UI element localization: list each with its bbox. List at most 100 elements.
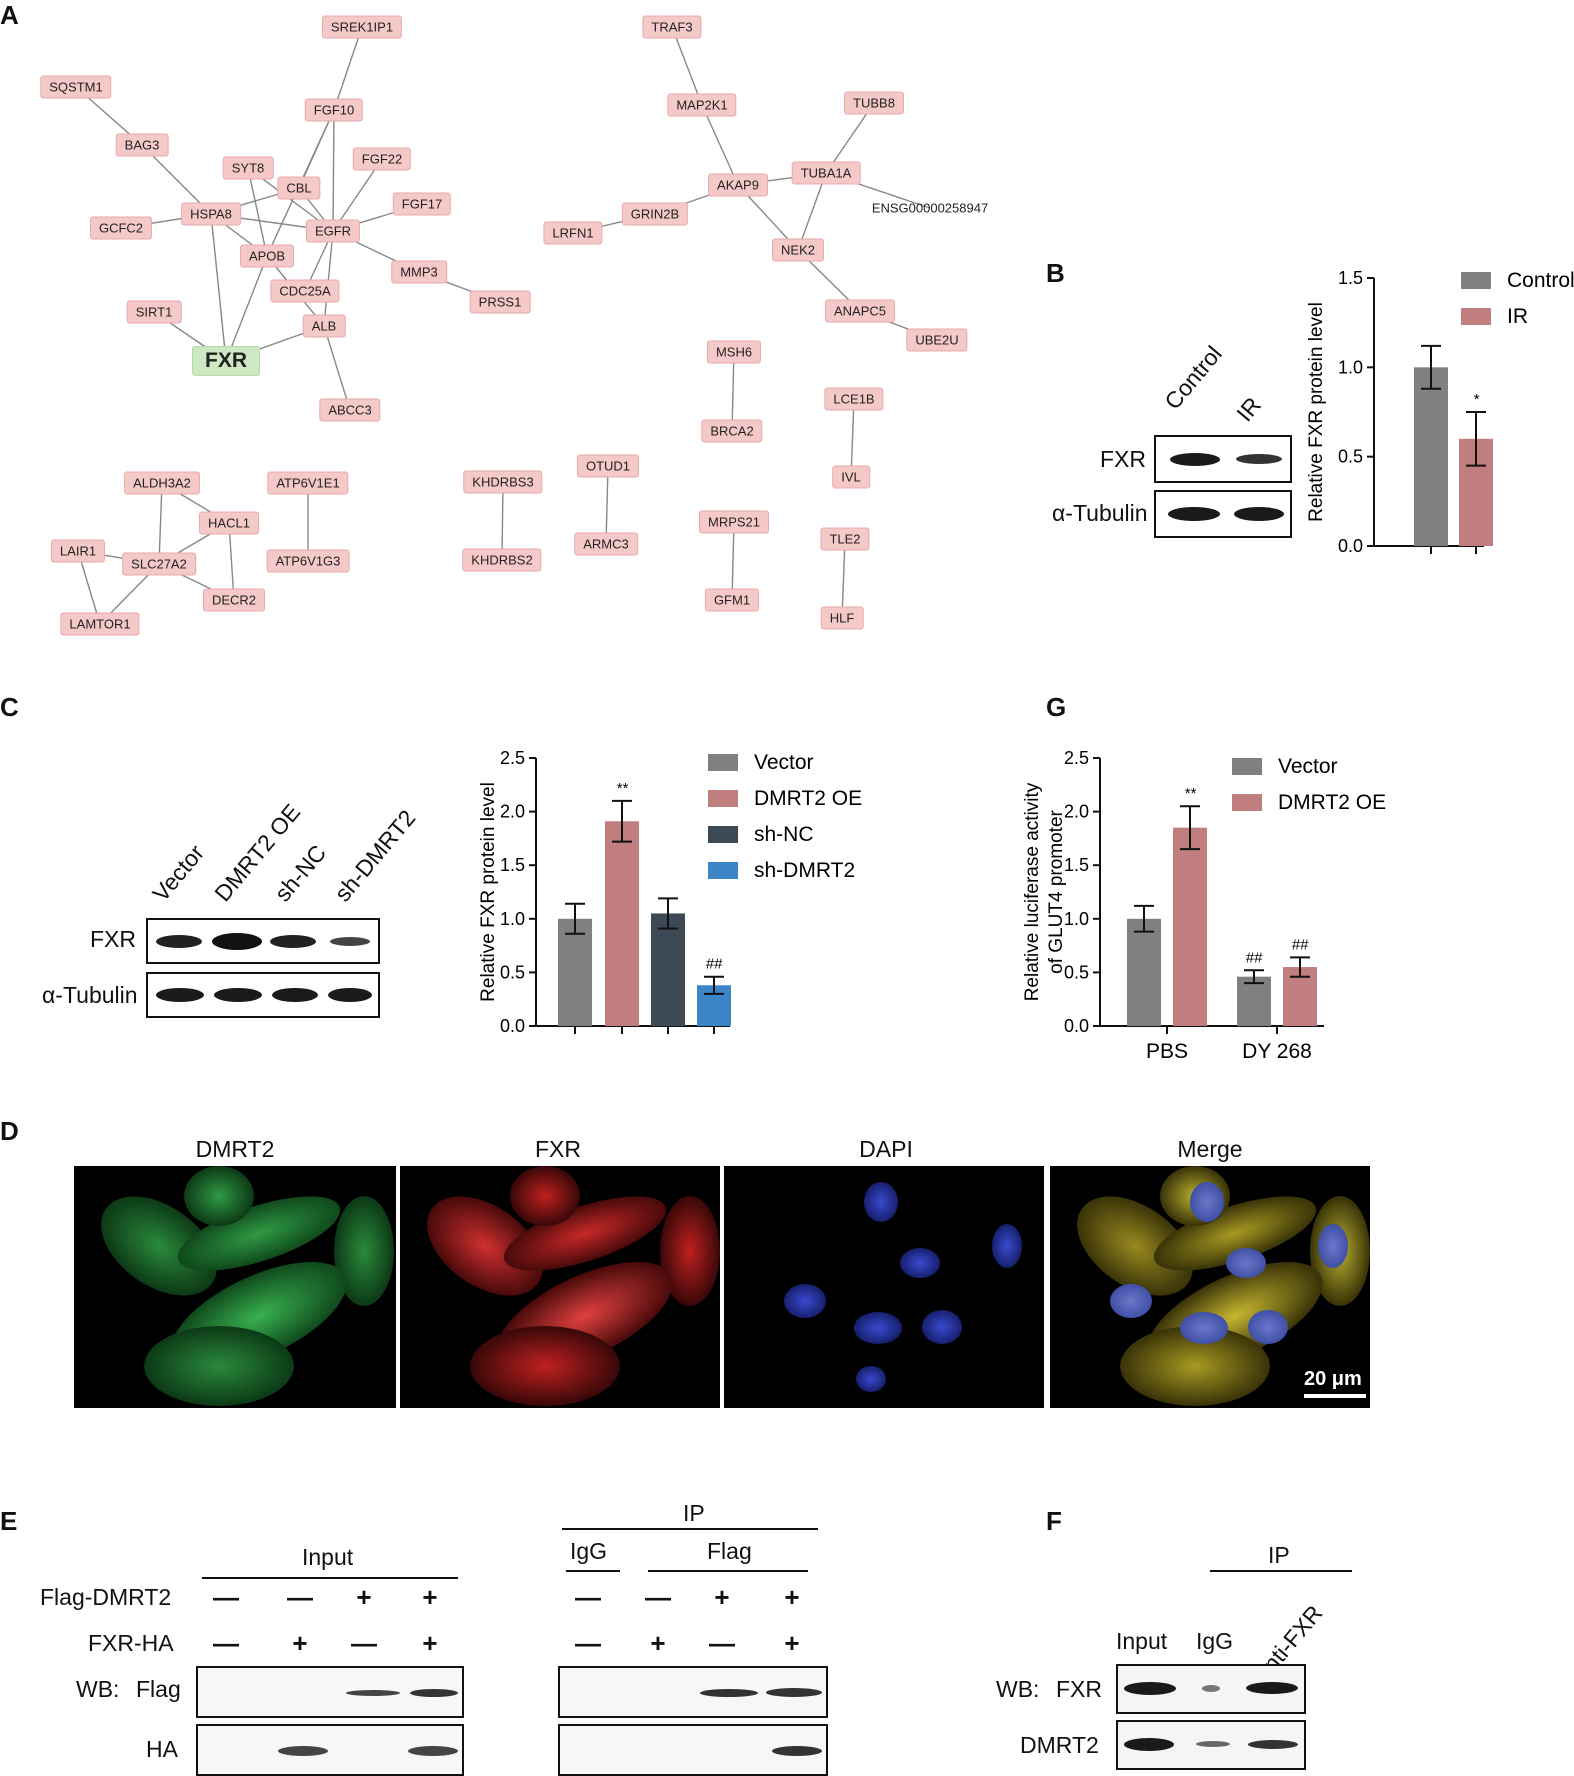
y-axis-title: Relative FXR protein level — [1306, 302, 1327, 522]
sign: — — [287, 1582, 313, 1612]
network-node: HACL1 — [199, 511, 259, 535]
network-edge — [225, 255, 268, 362]
sign: — — [575, 1582, 601, 1612]
network-node: MRPS21 — [698, 510, 770, 534]
network-node: LRFN1 — [543, 221, 603, 245]
network-edge — [825, 102, 875, 174]
band — [328, 988, 372, 1002]
band — [278, 1746, 328, 1756]
blot-label-flag: Flag — [136, 1676, 181, 1702]
bar — [651, 913, 685, 1026]
network-edge — [323, 325, 351, 411]
western-blot-input-ha — [196, 1724, 464, 1776]
legend-swatch — [708, 790, 738, 807]
panel-label-g: G — [1046, 692, 1067, 722]
network-edge — [701, 104, 739, 186]
legend-swatch — [1461, 272, 1491, 289]
network-edge — [797, 172, 827, 251]
y-tick-label: 1.0 — [1064, 909, 1089, 929]
band — [1236, 454, 1282, 464]
lane-label-vector: Vector — [147, 839, 210, 907]
sign: + — [784, 1628, 800, 1658]
network-edge — [323, 230, 334, 327]
network-edge — [332, 109, 335, 232]
row-label-flag-dmrt2: Flag-DMRT2 — [40, 1584, 172, 1610]
network-node: FGF10 — [304, 98, 364, 122]
sign: — — [213, 1628, 239, 1658]
western-blot-ip-ha — [558, 1724, 828, 1776]
network-node: KHDRBS3 — [463, 470, 543, 494]
band — [1124, 1682, 1176, 1695]
legend-label: sh-NC — [754, 823, 814, 846]
network-edge — [210, 213, 227, 362]
network-edge — [501, 481, 504, 561]
legend-label: IR — [1507, 305, 1528, 328]
bar — [1173, 827, 1207, 1026]
sign: + — [292, 1628, 308, 1658]
band — [270, 935, 316, 948]
ip-header-f: IP — [1268, 1542, 1290, 1568]
bar — [1127, 918, 1161, 1026]
legend-swatch — [1232, 758, 1262, 775]
network-node: AKAP9 — [708, 173, 768, 197]
significance-label: ## — [706, 956, 723, 973]
network-edge — [333, 26, 363, 111]
network-node: SLC27A2 — [122, 552, 196, 576]
network-node: HSPA8 — [181, 202, 241, 226]
network-node: TRAF3 — [642, 15, 702, 39]
network-edge — [158, 482, 163, 565]
band — [346, 1690, 400, 1696]
y-tick-label: 0.0 — [1064, 1016, 1089, 1036]
network-node: ATP6V1E1 — [267, 471, 349, 495]
network-node: APOB — [239, 244, 295, 268]
wb-label-f: WB: — [996, 1676, 1040, 1702]
western-blot-fxr-c — [146, 918, 380, 964]
bar — [605, 821, 639, 1026]
network-node: SYT8 — [222, 156, 274, 180]
bar-chart-c: 0.0 0.5 1.0 1.5 2.0 2.5 ** ## Relative FXR prote… — [478, 748, 862, 1036]
blot-label-dmrt2-f: DMRT2 — [1020, 1732, 1099, 1758]
network-node: BRCA2 — [701, 419, 763, 443]
legend-swatch — [708, 862, 738, 879]
micrograph-dapi — [724, 1166, 1044, 1408]
sign: — — [709, 1628, 735, 1658]
ppi-network: SREK1IP1 SQSTM1 FGF10 BAG3 FGF22 SYT8 CBL FGF17… — [0, 0, 1040, 660]
band — [766, 1688, 822, 1697]
significance-label: ## — [1292, 936, 1309, 953]
ip-header: IP — [683, 1500, 705, 1526]
network-edge — [731, 521, 735, 601]
y-tick-label: 2.5 — [500, 748, 525, 768]
network-node: ALDH3A2 — [124, 471, 200, 495]
igg-bracket — [566, 1570, 620, 1572]
legend-label: Vector — [1278, 755, 1338, 778]
lane-label-sh-nc: sh-NC — [269, 839, 332, 907]
panel-label-c: C — [0, 692, 19, 722]
y-axis-title: Relative luciferase activity — [1022, 782, 1043, 1001]
bar — [1237, 976, 1271, 1026]
x-tick-label: DY 268 — [1242, 1040, 1312, 1063]
western-blot-fxr — [1154, 435, 1292, 483]
network-edge — [841, 538, 846, 619]
sign: — — [645, 1582, 671, 1612]
network-node: LAIR1 — [50, 539, 106, 563]
scale-bar-label: 20 μm — [1304, 1368, 1362, 1390]
network-edge — [605, 465, 609, 545]
y-tick-label: 1.5 — [500, 855, 525, 875]
network-node: GRIN2B — [621, 202, 689, 226]
band — [1124, 1738, 1174, 1751]
band — [156, 988, 204, 1002]
network-node: FGF17 — [392, 192, 452, 216]
sign: + — [422, 1582, 438, 1612]
sign: — — [351, 1628, 377, 1658]
band — [410, 1689, 458, 1697]
y-tick-label: 1.0 — [500, 909, 525, 929]
image-title-dapi: DAPI — [859, 1136, 913, 1162]
band — [1234, 507, 1284, 521]
lane-label-sh-dmrt2: sh-DMRT2 — [329, 804, 421, 907]
bar-chart-b: 0.0 0.5 1.0 1.5 * Relative FXR protein level C… — [1306, 268, 1574, 556]
lane-label-ir: IR — [1231, 392, 1267, 427]
network-node: PRSS1 — [469, 290, 531, 314]
scale-bar — [1304, 1394, 1366, 1398]
igg-header: IgG — [570, 1538, 608, 1564]
y-tick-label: 0.5 — [1338, 447, 1363, 467]
